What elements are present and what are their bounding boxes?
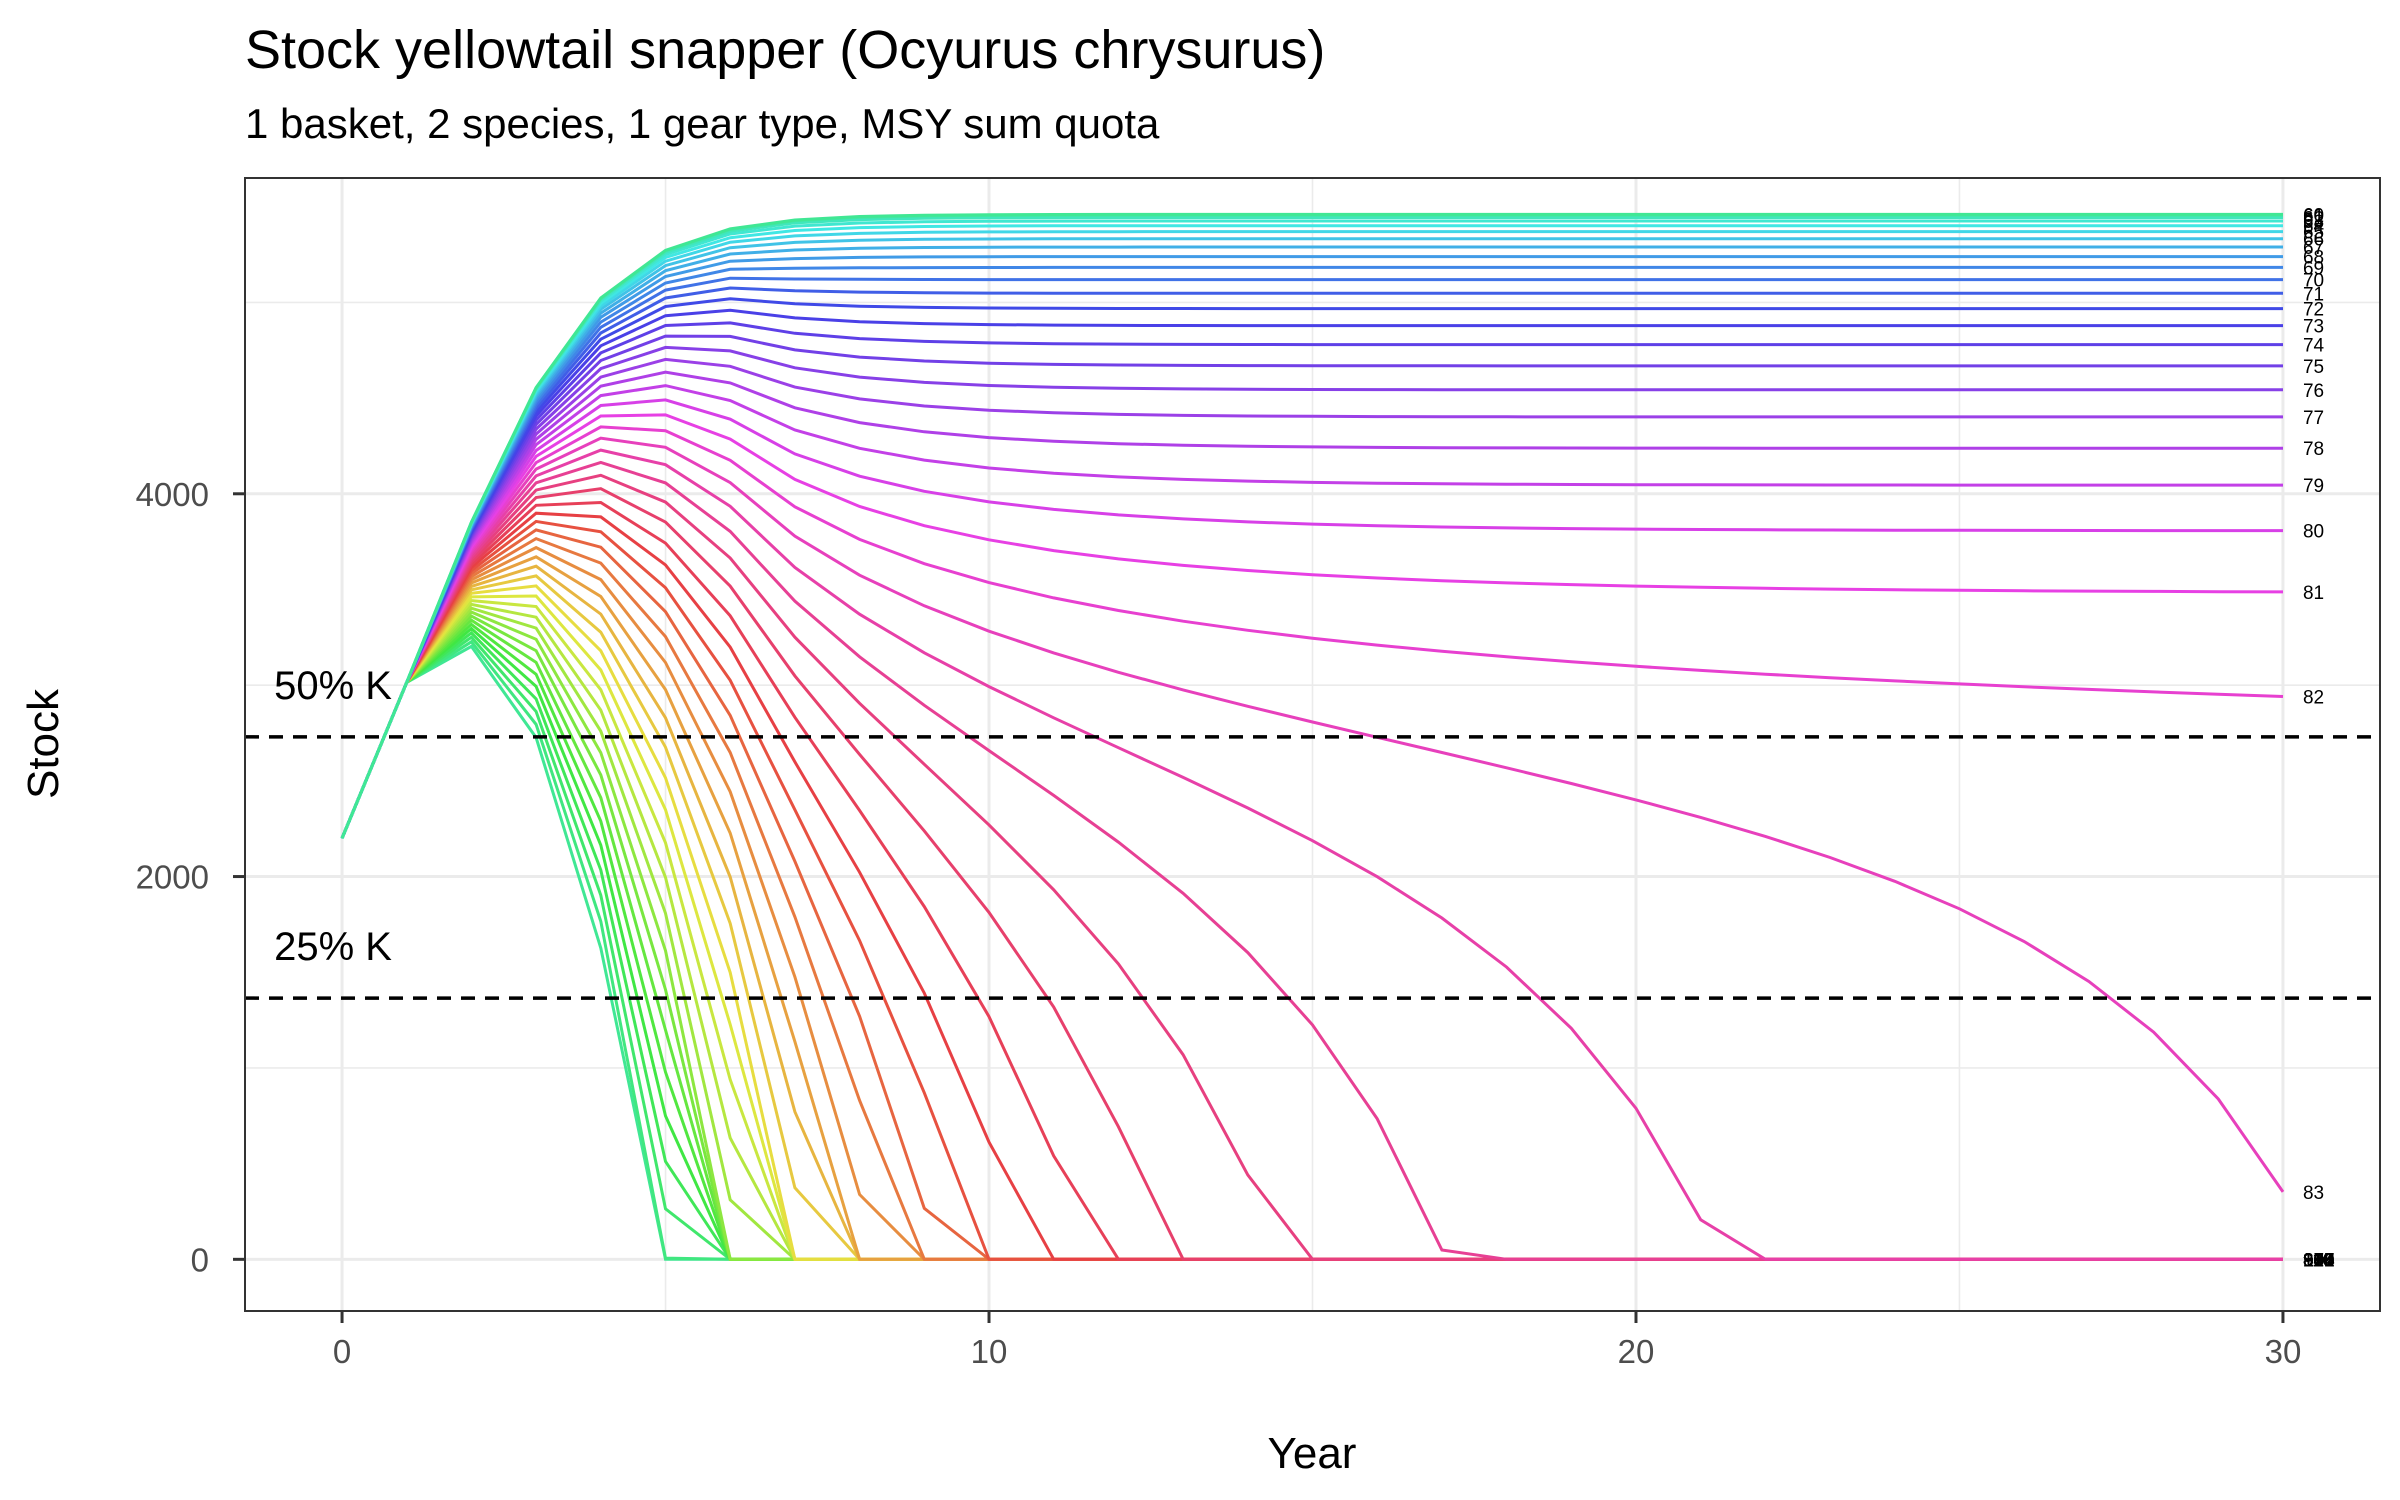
series-line-68	[340, 255, 2283, 839]
series-line-82	[340, 425, 2284, 839]
y-tick-label: 2000	[136, 859, 209, 896]
series-end-label: 65	[2303, 223, 2324, 244]
series-end-label: 75	[2303, 357, 2324, 378]
series-line-66	[340, 237, 2283, 839]
plot-panel-border	[244, 177, 2381, 1312]
series-end-label: 86	[2303, 1250, 2324, 1271]
series-end-label: 91	[2303, 1250, 2324, 1271]
y-tick-label: 4000	[136, 476, 209, 513]
x-tick-label: 20	[1618, 1333, 1655, 1370]
series-line-65	[340, 230, 2283, 839]
series-end-label: 64	[2303, 217, 2325, 238]
series-end-labels: 1101091081071061051041031021011009998979…	[2303, 205, 2335, 1271]
y-axis-title: Stock	[19, 688, 68, 799]
series-end-label: 107	[2303, 1250, 2335, 1271]
series-end-label: 84	[2303, 1250, 2325, 1271]
series-line-60	[340, 212, 2283, 839]
series-end-label: 94	[2303, 1250, 2325, 1271]
x-axis-title: Year	[1268, 1429, 1357, 1478]
chart-title: Stock yellowtail snapper (Ocyurus chrysu…	[245, 20, 1325, 80]
reference-line-label: 50% K	[274, 664, 392, 708]
reference-lines: 50% K 25% K	[245, 664, 2380, 1000]
series-line-83	[340, 436, 2285, 1193]
series-end-label: 95	[2303, 1250, 2324, 1271]
series-end-label: 80	[2303, 522, 2324, 543]
series-end-label: 103	[2303, 1250, 2335, 1271]
series-end-label: 92	[2303, 1250, 2324, 1271]
series-line-72	[340, 297, 2283, 839]
series-line-80	[340, 398, 2283, 839]
series-end-label: 79	[2303, 476, 2324, 497]
series-end-label: 85	[2303, 1250, 2324, 1271]
series-end-label: 67	[2303, 238, 2324, 259]
series-end-label: 96	[2303, 1250, 2324, 1271]
series-end-label: 97	[2303, 1250, 2324, 1271]
series-line-71	[340, 286, 2283, 839]
series-end-label: 68	[2303, 248, 2324, 269]
series-end-label: 74	[2303, 336, 2325, 357]
y-tick-label: 0	[191, 1241, 209, 1278]
series-end-label: 110	[2303, 1250, 2333, 1271]
x-tick-label: 10	[971, 1333, 1008, 1370]
series-end-label: 104	[2303, 1250, 2335, 1271]
series-end-label: 105	[2303, 1250, 2335, 1271]
series-line-76	[340, 345, 2283, 839]
series-end-label: 70	[2303, 271, 2324, 292]
series-line-81	[340, 413, 2284, 839]
axes: 0 10 20 30 0 2000 4000	[136, 476, 2302, 1370]
series-end-label: 88	[2303, 1250, 2324, 1271]
series-end-label: 98	[2303, 1250, 2324, 1271]
series-line-78	[340, 370, 2283, 839]
series-line-74	[340, 321, 2283, 839]
series-end-label: 61	[2303, 206, 2324, 227]
series-end-label: 82	[2303, 688, 2324, 709]
series-line-69	[340, 265, 2283, 839]
series-end-label: 60	[2303, 205, 2324, 226]
series-end-label: 69	[2303, 258, 2324, 279]
series-end-label: 101	[2303, 1250, 2335, 1271]
series-line-77	[340, 357, 2283, 839]
series-end-label: 109	[2303, 1250, 2335, 1271]
series-end-label: 83	[2303, 1183, 2324, 1204]
series-end-label: 77	[2303, 408, 2324, 429]
series-end-label: 106	[2303, 1250, 2335, 1271]
series-line-63	[340, 219, 2283, 839]
series-line-70	[340, 276, 2283, 839]
series-line-84	[340, 448, 2283, 1261]
x-tick-label: 30	[2265, 1333, 2302, 1370]
series-end-label: 66	[2303, 230, 2324, 251]
series-line-64	[340, 224, 2283, 839]
series-line-67	[340, 245, 2283, 839]
series-line-79	[340, 384, 2283, 839]
series-end-label: 93	[2303, 1250, 2324, 1271]
series-end-label: 71	[2303, 284, 2324, 305]
series-line-75	[340, 334, 2283, 839]
series-end-label: 90	[2303, 1250, 2324, 1271]
x-tick-label: 0	[333, 1333, 351, 1370]
series-end-label: 100	[2303, 1250, 2335, 1271]
series-lines	[340, 212, 2285, 1261]
series-end-label: 78	[2303, 439, 2324, 460]
series-line-73	[340, 308, 2283, 839]
series-end-label: 62	[2303, 208, 2324, 229]
series-end-label: 102	[2303, 1250, 2335, 1271]
series-end-label: 72	[2303, 300, 2324, 321]
series-end-label: 81	[2303, 583, 2324, 604]
reference-line-label: 25% K	[274, 925, 392, 969]
series-end-label: 73	[2303, 317, 2324, 338]
series-end-label: 89	[2303, 1250, 2324, 1271]
series-end-label: 76	[2303, 381, 2324, 402]
chart-subtitle: 1 basket, 2 species, 1 gear type, MSY su…	[245, 100, 1160, 147]
series-end-label: 63	[2303, 212, 2324, 233]
series-end-label: 108	[2303, 1250, 2335, 1271]
series-end-label: 87	[2303, 1250, 2324, 1271]
series-end-label: 99	[2303, 1250, 2324, 1271]
